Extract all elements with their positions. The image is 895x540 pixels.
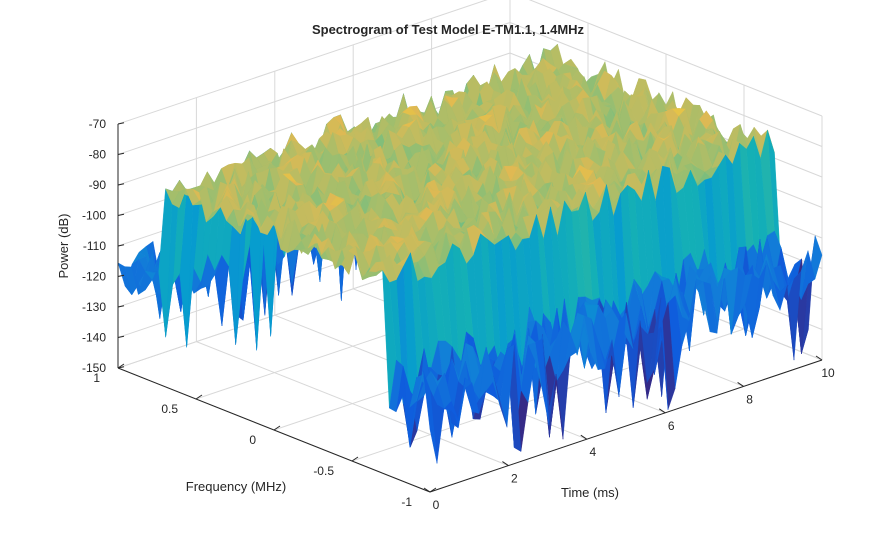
wall-grid-line <box>117 22 511 155</box>
frequency-tick <box>195 394 203 400</box>
time-tick-label: 8 <box>746 392 753 406</box>
frequency-tick <box>351 456 359 462</box>
power-tick-label: -150 <box>82 361 106 375</box>
power-tick <box>117 183 125 186</box>
frequency-tick-label: -0.5 <box>313 464 334 478</box>
power-tick-label: -80 <box>89 148 107 162</box>
z-axis-label: Power (dB) <box>56 213 71 278</box>
time-tick <box>423 487 431 493</box>
power-tick-label: -100 <box>82 209 106 223</box>
power-tick-label: -130 <box>82 300 106 314</box>
surface-plot <box>117 43 823 464</box>
wall-grid-line <box>117 52 511 186</box>
power-tick <box>117 213 125 216</box>
time-tick <box>580 434 588 440</box>
time-tick-label: 2 <box>511 472 518 486</box>
power-tick <box>117 274 125 277</box>
surface-patch <box>423 370 438 464</box>
chart-title: Spectrogram of Test Model E-TM1.1, 1.4MH… <box>312 22 585 37</box>
power-tick-label: -120 <box>82 270 106 284</box>
wall-grid-line <box>509 22 823 147</box>
power-tick-label: -70 <box>89 117 107 131</box>
x-axis-label: Time (ms) <box>561 485 619 500</box>
wall-grid-line <box>117 0 488 125</box>
power-tick <box>117 244 125 247</box>
frequency-tick <box>117 363 125 369</box>
power-tick <box>117 152 125 155</box>
y-axis-label: Frequency (MHz) <box>186 479 286 494</box>
axis-ticks: -150 -140 -130 -120 -110 -100 -90 -80 -70 -1 -0.5 0… <box>82 117 835 512</box>
power-tick-label: -110 <box>83 239 106 253</box>
frequency-tick-label: 0 <box>249 433 256 447</box>
time-tick <box>737 381 744 387</box>
time-tick-label: 6 <box>668 419 675 433</box>
time-tick-label: 10 <box>821 366 835 380</box>
time-tick <box>658 408 666 414</box>
frequency-tick-label: -1 <box>401 495 412 509</box>
frequency-tick-label: 0.5 <box>161 402 178 416</box>
power-tick-label: -90 <box>89 178 107 192</box>
power-tick <box>117 122 125 125</box>
time-tick <box>502 461 509 467</box>
time-tick-label: 0 <box>433 498 440 512</box>
frequency-tick <box>273 425 281 431</box>
power-tick <box>117 305 125 308</box>
time-tick <box>815 355 823 361</box>
wall-grid-line <box>528 0 823 117</box>
time-tick-label: 4 <box>589 445 596 459</box>
frequency-tick-label: 1 <box>93 371 100 385</box>
time-axis-line <box>429 359 823 493</box>
power-tick-label: -140 <box>82 331 106 345</box>
power-tick <box>117 335 125 338</box>
frequency-tick <box>429 487 437 493</box>
